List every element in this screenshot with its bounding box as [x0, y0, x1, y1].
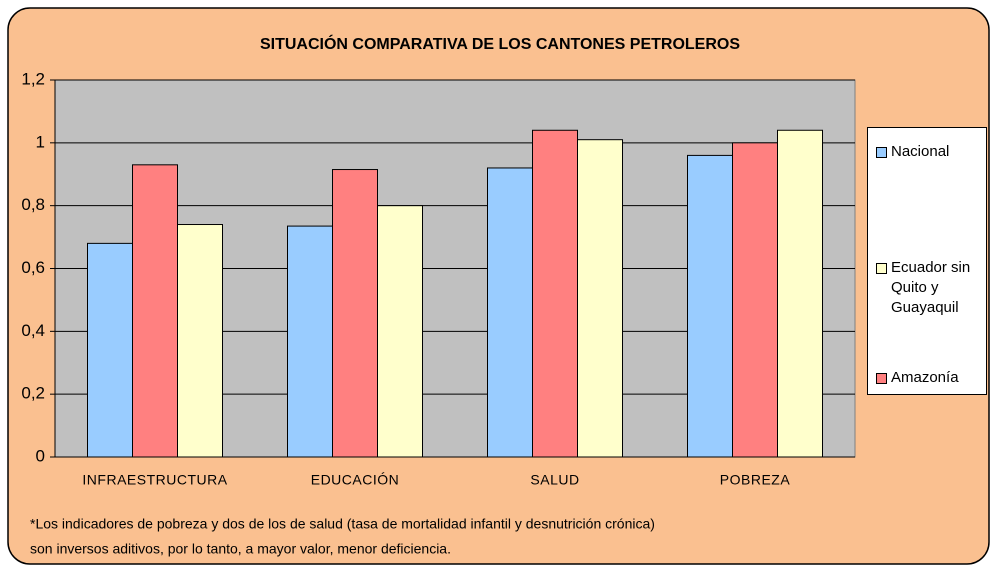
legend-swatch	[876, 373, 887, 384]
y-tick-label: 0,4	[21, 321, 45, 340]
legend: Nacional Amazonía Ecuador sin Quito y Guay…	[867, 127, 987, 395]
bar	[132, 164, 178, 458]
bar	[687, 154, 733, 458]
legend-item: Nacional	[876, 142, 984, 162]
bar	[487, 167, 533, 458]
x-tick-label: INFRAESTRUCTURA	[82, 472, 227, 488]
x-tick-label: POBREZA	[720, 472, 791, 488]
legend-label: Nacional	[891, 143, 950, 160]
y-tick-label: 0	[36, 446, 45, 465]
legend-swatch	[876, 147, 887, 158]
y-tick-label: 1	[36, 132, 45, 151]
bar	[777, 129, 823, 458]
footnote: *Los indicadores de pobreza y dos de los…	[30, 516, 655, 532]
legend-swatch	[876, 263, 887, 274]
legend-item: Amazonía	[876, 368, 984, 388]
legend-item: Ecuador sin Quito y Guayaquil	[876, 258, 984, 318]
legend-label: Ecuador sin Quito y Guayaquil	[891, 259, 971, 316]
bar	[577, 139, 623, 458]
bar	[377, 205, 423, 458]
bar	[732, 142, 778, 458]
x-tick-label: SALUD	[530, 472, 579, 488]
y-tick-label: 1,2	[21, 69, 45, 88]
y-tick-label: 0,2	[21, 384, 45, 403]
chart-title: SITUACIÓN COMPARATIVA DE LOS CANTONES PE…	[260, 34, 740, 53]
footnote: son inversos aditivos, por lo tanto, a m…	[30, 541, 451, 557]
bar	[177, 224, 223, 458]
bar	[287, 225, 333, 458]
legend-label: Amazonía	[891, 369, 959, 386]
bar	[87, 242, 133, 458]
bar	[532, 129, 578, 458]
bar	[332, 169, 378, 458]
y-tick-label: 0,6	[21, 258, 45, 277]
x-tick-label: EDUCACIÓN	[311, 472, 400, 488]
y-tick-label: 0,8	[21, 195, 45, 214]
